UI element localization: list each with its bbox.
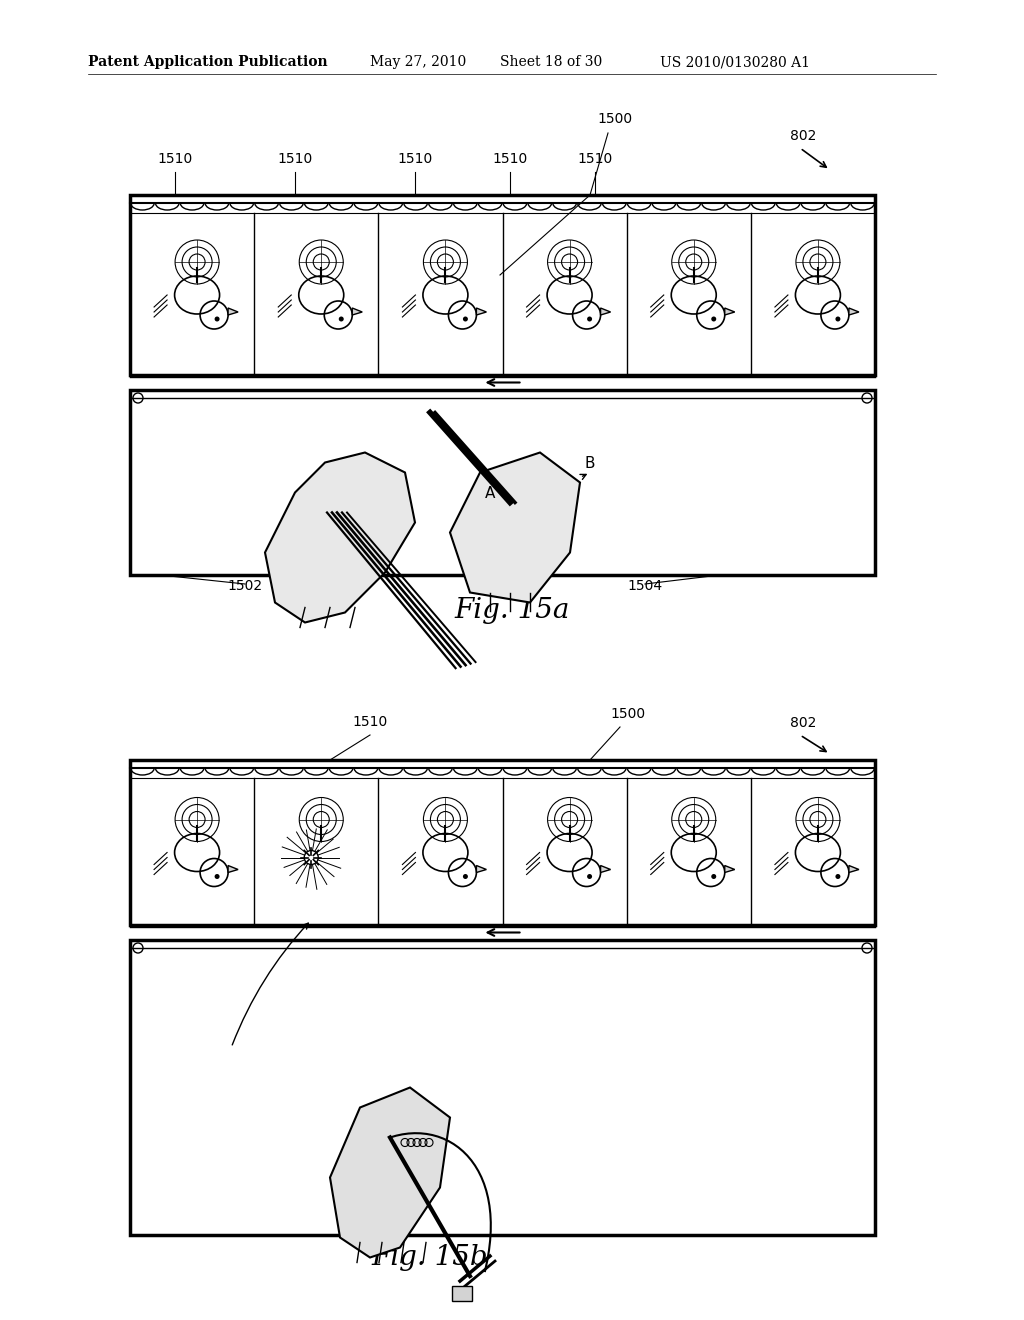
- Circle shape: [836, 874, 841, 879]
- Circle shape: [304, 850, 318, 865]
- Polygon shape: [601, 866, 610, 873]
- Circle shape: [463, 874, 468, 879]
- Text: Patent Application Publication: Patent Application Publication: [88, 55, 328, 69]
- Text: 1510: 1510: [278, 152, 312, 166]
- Text: 1504: 1504: [628, 579, 663, 593]
- Polygon shape: [228, 866, 239, 873]
- Bar: [130, 760, 874, 925]
- Bar: [130, 389, 874, 576]
- Text: 1500: 1500: [610, 708, 645, 721]
- Circle shape: [463, 317, 468, 322]
- Polygon shape: [849, 308, 859, 315]
- Bar: [130, 940, 874, 1236]
- Circle shape: [587, 874, 592, 879]
- Bar: [130, 195, 874, 375]
- Circle shape: [215, 317, 219, 322]
- Circle shape: [836, 317, 841, 322]
- Text: US 2010/0130280 A1: US 2010/0130280 A1: [660, 55, 810, 69]
- Polygon shape: [352, 308, 362, 315]
- Polygon shape: [725, 308, 735, 315]
- Text: A: A: [484, 486, 496, 500]
- Polygon shape: [228, 308, 239, 315]
- Text: Sheet 18 of 30: Sheet 18 of 30: [500, 55, 602, 69]
- Bar: [452, 1286, 472, 1302]
- Circle shape: [339, 317, 344, 322]
- Text: 1510: 1510: [578, 152, 612, 166]
- Circle shape: [712, 317, 716, 322]
- Text: May 27, 2010: May 27, 2010: [370, 55, 466, 69]
- Polygon shape: [725, 866, 735, 873]
- Circle shape: [587, 317, 592, 322]
- Text: 1510: 1510: [352, 715, 388, 729]
- Text: 1502: 1502: [227, 579, 262, 593]
- Text: 1510: 1510: [158, 152, 193, 166]
- Circle shape: [712, 874, 716, 879]
- Polygon shape: [601, 308, 610, 315]
- Polygon shape: [476, 866, 486, 873]
- Polygon shape: [849, 866, 859, 873]
- Text: 1510: 1510: [397, 152, 432, 166]
- Text: 1500: 1500: [597, 112, 632, 125]
- Polygon shape: [476, 308, 486, 315]
- Polygon shape: [450, 453, 580, 602]
- Text: 1510: 1510: [493, 152, 527, 166]
- Polygon shape: [265, 453, 415, 623]
- Text: B: B: [585, 455, 595, 470]
- Text: 802: 802: [790, 715, 816, 730]
- Circle shape: [215, 874, 219, 879]
- Text: Fig. 15a: Fig. 15a: [455, 597, 569, 624]
- Text: Fig. 15b: Fig. 15b: [372, 1243, 488, 1271]
- Text: 802: 802: [790, 129, 816, 143]
- Polygon shape: [330, 1088, 450, 1258]
